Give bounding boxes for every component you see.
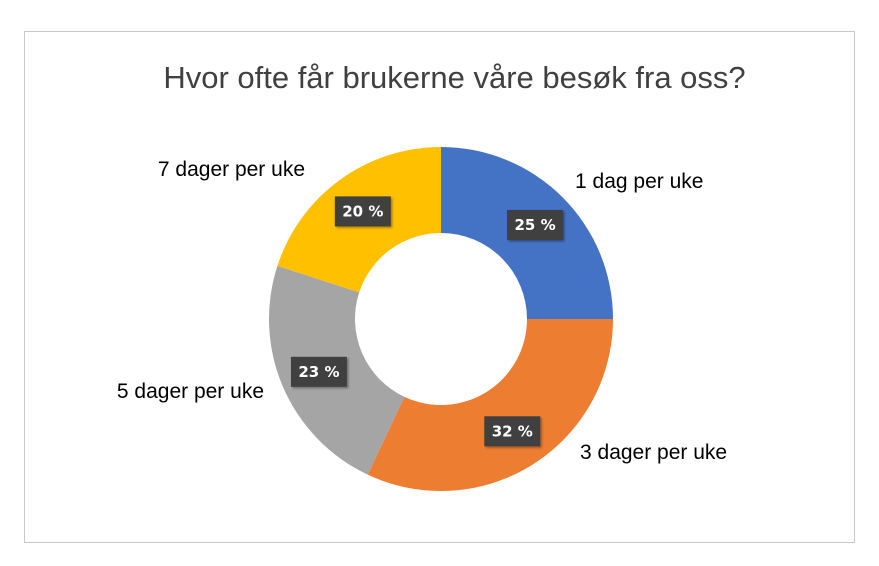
- data-label: 23 %: [290, 356, 347, 387]
- donut-slice: [367, 319, 613, 491]
- data-label-box: [507, 209, 564, 240]
- category-label: 1 dag per uke: [575, 170, 703, 193]
- data-label: 25 %: [507, 209, 564, 240]
- data-label: 20 %: [334, 196, 391, 227]
- chart-data-labels: 25 % 32 % 23 % 20 %: [290, 196, 564, 447]
- chart-title: Hvor ofte får brukerne våre besøk fra os…: [163, 60, 746, 95]
- category-label: 7 dager per uke: [158, 158, 305, 181]
- data-label-text: 20 %: [342, 202, 383, 220]
- chart-category-labels: 1 dag per uke 3 dager per uke 5 dager per …: [117, 158, 727, 464]
- chart-slices: [269, 147, 613, 491]
- data-label-text: 25 %: [514, 216, 555, 234]
- data-label-text: 23 %: [298, 363, 339, 381]
- data-label-box: [484, 416, 541, 447]
- data-label: 32 %: [484, 416, 541, 447]
- data-label-box: [334, 196, 391, 227]
- category-label: 3 dager per uke: [580, 441, 727, 464]
- category-label: 5 dager per uke: [117, 380, 264, 403]
- data-label-box: [290, 356, 347, 387]
- data-label-text: 32 %: [492, 422, 533, 440]
